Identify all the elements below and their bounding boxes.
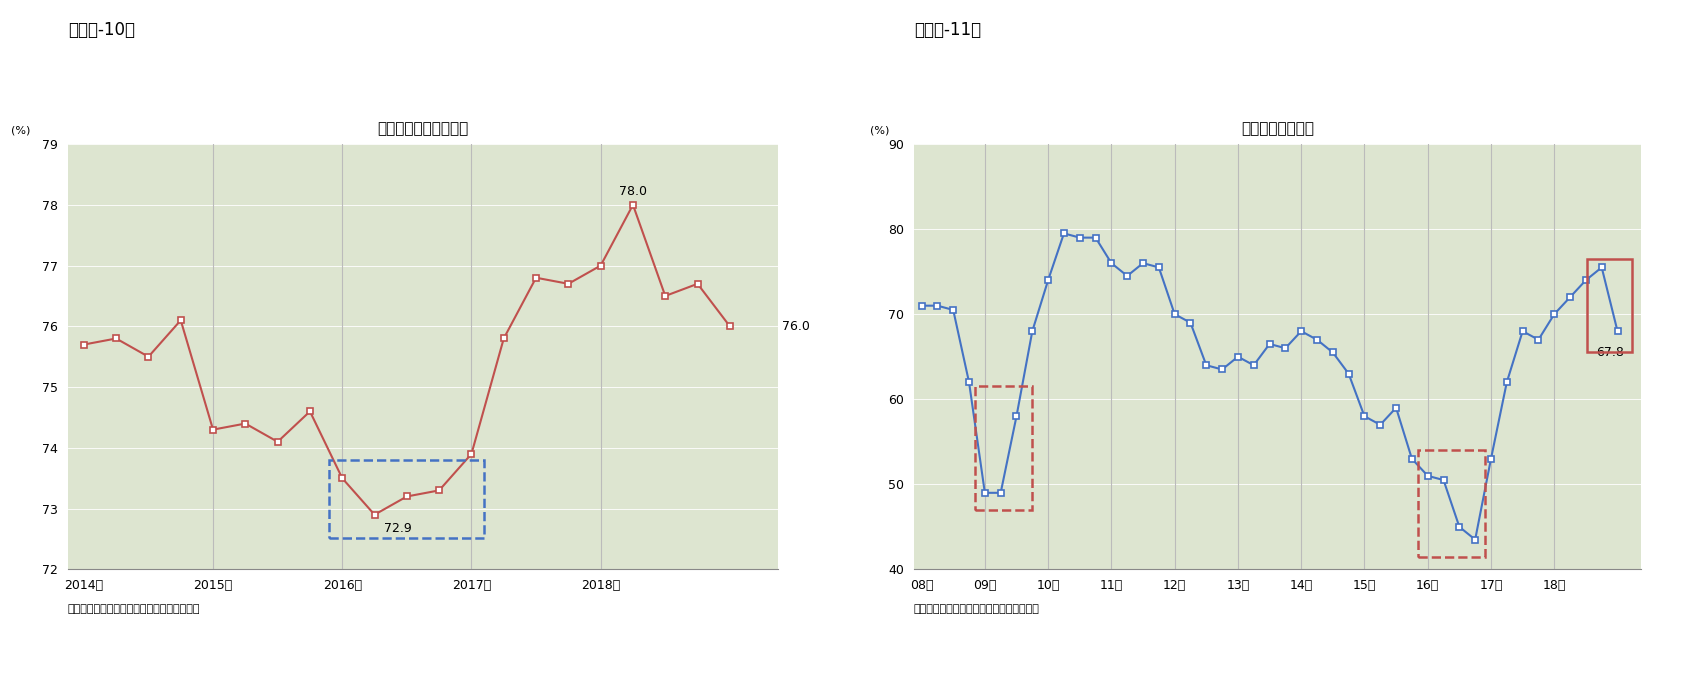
Text: （資料）中国人民銀行のデータを元に作成: （資料）中国人民銀行のデータを元に作成 <box>914 604 1039 614</box>
Text: (%): (%) <box>870 126 890 136</box>
Bar <box>975 386 1032 510</box>
Text: 72.9: 72.9 <box>384 522 411 535</box>
Text: 78.0: 78.0 <box>619 185 646 198</box>
Text: 76.0: 76.0 <box>782 320 809 333</box>
Text: 67.8: 67.8 <box>1596 346 1624 359</box>
Bar <box>330 460 484 538</box>
Bar <box>1587 259 1631 353</box>
Text: （資料）中国国家統計局のデータを元に作成: （資料）中国国家統計局のデータを元に作成 <box>68 604 200 614</box>
Text: （図表-10）: （図表-10） <box>68 21 135 38</box>
Title: 企業家信頼感指数: 企業家信頼感指数 <box>1240 121 1315 136</box>
Bar <box>1418 450 1484 556</box>
Text: （図表-11）: （図表-11） <box>914 21 981 38</box>
Text: (%): (%) <box>10 126 30 136</box>
Title: 工業設備稼働率の推移: 工業設備稼働率の推移 <box>377 121 469 136</box>
